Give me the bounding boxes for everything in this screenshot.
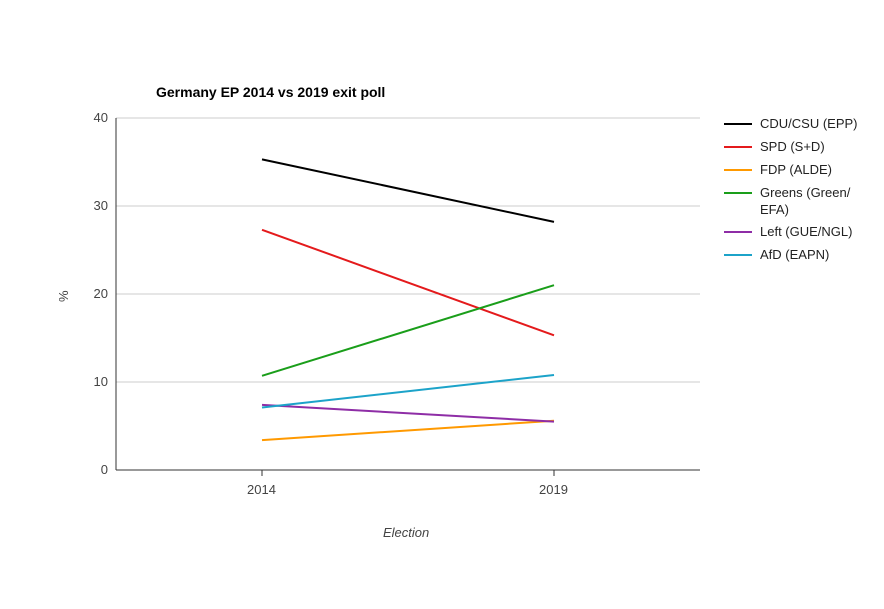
legend-item: Greens (Green/ EFA) bbox=[724, 185, 880, 219]
legend-swatch bbox=[724, 123, 752, 125]
legend-label: AfD (EAPN) bbox=[760, 247, 829, 264]
series-line bbox=[262, 375, 554, 408]
legend-label: Greens (Green/ EFA) bbox=[760, 185, 880, 219]
x-axis-title: Election bbox=[383, 525, 429, 540]
legend-label: SPD (S+D) bbox=[760, 139, 825, 156]
legend-swatch bbox=[724, 231, 752, 233]
legend-item: Left (GUE/NGL) bbox=[724, 224, 880, 241]
y-tick-label: 40 bbox=[94, 110, 108, 125]
legend-swatch bbox=[724, 169, 752, 171]
legend-swatch bbox=[724, 146, 752, 148]
y-tick-label: 0 bbox=[101, 462, 108, 477]
x-tick-label: 2019 bbox=[539, 482, 568, 497]
legend-swatch bbox=[724, 254, 752, 256]
legend-item: AfD (EAPN) bbox=[724, 247, 880, 264]
legend-label: Left (GUE/NGL) bbox=[760, 224, 852, 241]
chart-container: Germany EP 2014 vs 2019 exit poll % Elec… bbox=[0, 0, 884, 609]
y-tick-label: 10 bbox=[94, 374, 108, 389]
legend-label: CDU/CSU (EPP) bbox=[760, 116, 858, 133]
legend-swatch bbox=[724, 192, 752, 194]
series-line bbox=[262, 405, 554, 422]
legend-item: SPD (S+D) bbox=[724, 139, 880, 156]
legend-item: FDP (ALDE) bbox=[724, 162, 880, 179]
y-axis-title: % bbox=[56, 290, 71, 302]
y-tick-label: 20 bbox=[94, 286, 108, 301]
series-line bbox=[262, 285, 554, 376]
chart-legend: CDU/CSU (EPP) SPD (S+D) FDP (ALDE) Greens (… bbox=[724, 116, 880, 270]
legend-label: FDP (ALDE) bbox=[760, 162, 832, 179]
series-line bbox=[262, 159, 554, 221]
legend-item: CDU/CSU (EPP) bbox=[724, 116, 880, 133]
chart-plot-area bbox=[0, 0, 884, 609]
series-line bbox=[262, 230, 554, 336]
y-tick-label: 30 bbox=[94, 198, 108, 213]
x-tick-label: 2014 bbox=[247, 482, 276, 497]
series-line bbox=[262, 421, 554, 440]
